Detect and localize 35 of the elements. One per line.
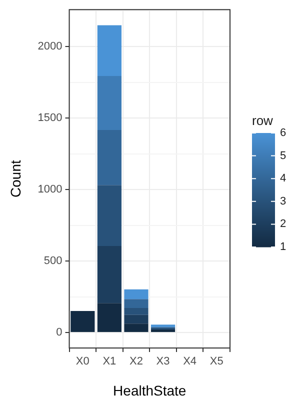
y-tick-label: 2000 [38, 40, 62, 53]
x-tick-label: X1 [102, 356, 116, 368]
bar [124, 314, 148, 324]
bar [124, 289, 148, 300]
y-tick-label: 1000 [38, 184, 62, 196]
bar [150, 327, 176, 330]
bar [97, 246, 122, 304]
y-tick-label: 0 [56, 326, 62, 339]
bar [124, 308, 148, 315]
color-bar-title: row [252, 113, 274, 128]
x-tick-label: X2 [130, 356, 143, 368]
x-axis-title: HealthState [113, 382, 186, 398]
y-tick-label: 1500 [38, 112, 62, 124]
color-bar-label: 1 [280, 241, 286, 254]
color-bar-label: 3 [280, 195, 286, 208]
bar [70, 310, 95, 332]
x-tick-label: X5 [210, 356, 224, 368]
color-bar-label: 4 [280, 172, 286, 185]
bar [150, 330, 176, 332]
color-bar-label: 6 [280, 127, 286, 140]
color-bar-label: 5 [280, 150, 286, 162]
bar [97, 76, 122, 130]
x-tick-label: X3 [156, 356, 170, 368]
bar [124, 299, 148, 308]
bar [97, 185, 122, 246]
color-bar-label: 2 [280, 218, 286, 230]
bar [124, 324, 148, 332]
y-axis-title: Count [7, 160, 24, 198]
bar [97, 303, 122, 332]
x-tick-label: X0 [76, 356, 90, 368]
y-tick-label: 500 [44, 255, 62, 268]
bar [97, 25, 122, 76]
bar [97, 130, 122, 186]
bar [150, 324, 176, 328]
x-tick-label: X4 [183, 356, 197, 368]
